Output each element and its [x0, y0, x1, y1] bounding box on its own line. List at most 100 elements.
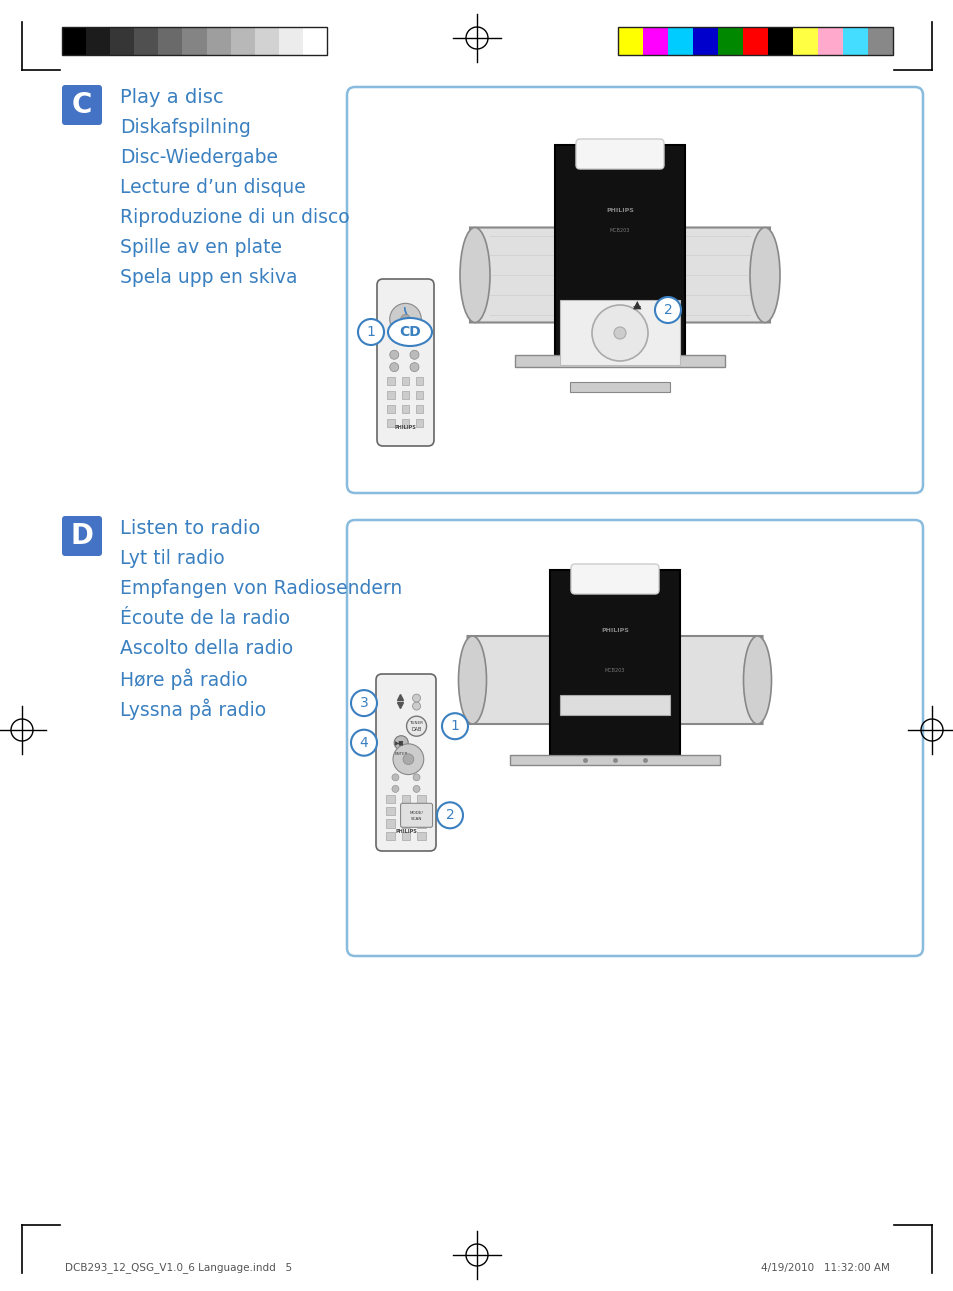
Text: 4/19/2010   11:32:00 AM: 4/19/2010 11:32:00 AM	[760, 1263, 889, 1273]
Bar	[416, 405, 423, 413]
Text: Lecture d’un disque: Lecture d’un disque	[120, 178, 305, 198]
Text: PHILIPS: PHILIPS	[600, 627, 628, 633]
Text: MCB203: MCB203	[609, 227, 630, 232]
Text: ▲: ▲	[632, 300, 640, 310]
Circle shape	[394, 736, 408, 750]
Text: Spela upp en skiva: Spela upp en skiva	[120, 269, 297, 287]
Bar	[842, 27, 867, 56]
Bar	[386, 795, 395, 803]
Bar	[278, 27, 303, 56]
FancyBboxPatch shape	[571, 564, 659, 594]
Bar	[618, 27, 892, 56]
FancyBboxPatch shape	[62, 516, 102, 556]
Circle shape	[410, 350, 418, 359]
Bar	[416, 420, 423, 427]
Circle shape	[413, 773, 419, 781]
Text: —: —	[632, 302, 640, 311]
Text: ▶■: ▶■	[395, 740, 404, 745]
Bar	[718, 27, 742, 56]
FancyBboxPatch shape	[559, 300, 679, 365]
Bar	[667, 27, 692, 56]
Circle shape	[410, 363, 418, 372]
Text: 2: 2	[663, 303, 672, 318]
FancyBboxPatch shape	[550, 571, 679, 755]
Text: Spille av en plate: Spille av en plate	[120, 238, 282, 257]
FancyBboxPatch shape	[559, 695, 669, 715]
FancyBboxPatch shape	[347, 86, 923, 493]
Bar	[387, 377, 395, 385]
Ellipse shape	[458, 636, 486, 724]
Text: Ascolto della radio: Ascolto della radio	[120, 639, 293, 658]
Text: PHILIPS: PHILIPS	[605, 208, 634, 213]
Text: TUNER: TUNER	[409, 722, 423, 726]
Circle shape	[393, 744, 423, 775]
FancyBboxPatch shape	[400, 803, 432, 828]
Ellipse shape	[388, 318, 432, 346]
Bar	[416, 820, 425, 828]
Bar	[618, 27, 642, 56]
Bar	[387, 391, 395, 399]
Bar	[386, 831, 395, 840]
Text: Disc-Wiedergabe: Disc-Wiedergabe	[120, 148, 277, 167]
Circle shape	[390, 363, 398, 372]
Circle shape	[441, 713, 468, 740]
Bar	[401, 377, 409, 385]
Bar	[416, 831, 425, 840]
Bar	[110, 27, 134, 56]
Text: Riproduzione di un disco: Riproduzione di un disco	[120, 208, 349, 227]
Text: DCB293_12_QSG_V1.0_6 Language.indd   5: DCB293_12_QSG_V1.0_6 Language.indd 5	[65, 1263, 292, 1273]
Circle shape	[406, 717, 426, 736]
Bar	[416, 377, 423, 385]
FancyBboxPatch shape	[515, 355, 724, 367]
Bar	[767, 27, 792, 56]
FancyBboxPatch shape	[347, 520, 923, 957]
Circle shape	[400, 315, 410, 324]
Text: Høre på radio: Høre på radio	[120, 669, 248, 691]
Bar	[387, 420, 395, 427]
Bar	[387, 405, 395, 413]
Circle shape	[392, 773, 398, 781]
FancyBboxPatch shape	[510, 755, 720, 766]
FancyBboxPatch shape	[569, 382, 669, 392]
Bar	[207, 27, 231, 56]
Text: Listen to radio: Listen to radio	[120, 519, 260, 538]
Ellipse shape	[459, 227, 490, 323]
Text: D: D	[71, 522, 93, 550]
Bar	[231, 27, 254, 56]
Bar	[401, 391, 409, 399]
Bar	[386, 807, 395, 816]
Bar	[158, 27, 182, 56]
Bar	[62, 27, 327, 56]
FancyBboxPatch shape	[467, 636, 761, 724]
FancyBboxPatch shape	[62, 85, 102, 125]
Ellipse shape	[749, 227, 780, 323]
Circle shape	[351, 691, 376, 717]
Circle shape	[412, 695, 420, 702]
Text: 3: 3	[359, 696, 368, 710]
Text: MODE/: MODE/	[409, 811, 423, 816]
Text: Écoute de la radio: Écoute de la radio	[120, 609, 290, 627]
Text: Lyssna på radio: Lyssna på radio	[120, 698, 266, 720]
Text: ENTER: ENTER	[394, 751, 408, 755]
Text: 1: 1	[366, 325, 375, 340]
Text: Empfangen von Radiosendern: Empfangen von Radiosendern	[120, 578, 402, 598]
Circle shape	[436, 802, 462, 829]
Bar	[182, 27, 207, 56]
Text: Lyt til radio: Lyt til radio	[120, 549, 224, 568]
Text: MCB203: MCB203	[604, 667, 624, 673]
Bar	[303, 27, 327, 56]
Bar	[401, 831, 410, 840]
Circle shape	[357, 319, 384, 345]
Bar	[401, 820, 410, 828]
Text: Play a disc: Play a disc	[120, 88, 223, 107]
Bar	[134, 27, 158, 56]
FancyBboxPatch shape	[576, 139, 663, 169]
Bar	[642, 27, 667, 56]
Bar	[742, 27, 767, 56]
Text: 4: 4	[359, 736, 368, 750]
FancyBboxPatch shape	[375, 674, 436, 851]
Text: PHILIPS: PHILIPS	[395, 829, 416, 834]
Circle shape	[390, 303, 421, 334]
Circle shape	[592, 305, 647, 361]
Text: PHILIPS: PHILIPS	[395, 425, 416, 430]
